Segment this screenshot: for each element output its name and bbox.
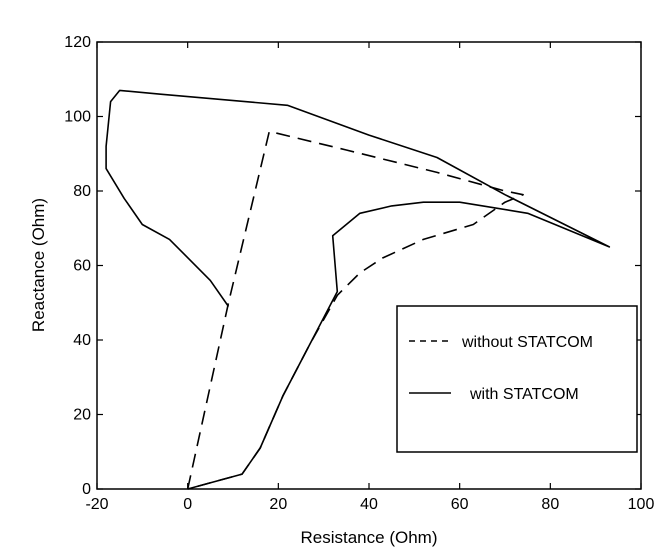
legend: without STATCOM with STATCOM (396, 305, 638, 453)
y-tick-label: 60 (73, 258, 91, 275)
y-tick-label: 0 (82, 481, 91, 498)
x-tick-label: 40 (360, 496, 378, 513)
legend-label-without-statcom: without STATCOM (461, 334, 593, 351)
x-tick-label: 60 (451, 496, 469, 513)
series-line-with-statcom (105, 89, 611, 490)
y-tick-label: 120 (64, 34, 91, 51)
x-tick-label: 100 (628, 496, 655, 513)
x-axis-label: Resistance (Ohm) (301, 528, 438, 547)
series-layer (105, 89, 611, 490)
x-tick-label: 20 (269, 496, 287, 513)
legend-label-with-statcom: with STATCOM (469, 386, 579, 403)
series-line-without-statcom (186, 130, 524, 490)
y-tick-label: 100 (64, 109, 91, 126)
y-tick-label: 20 (73, 407, 91, 424)
legend-box (396, 305, 638, 453)
x-tick-label: 0 (183, 496, 192, 513)
y-tick-label: 80 (73, 183, 91, 200)
x-tick-label: -20 (85, 496, 108, 513)
y-tick-label: 40 (73, 332, 91, 349)
y-axis-label: Reactance (Ohm) (29, 198, 48, 332)
x-tick-label: 80 (541, 496, 559, 513)
